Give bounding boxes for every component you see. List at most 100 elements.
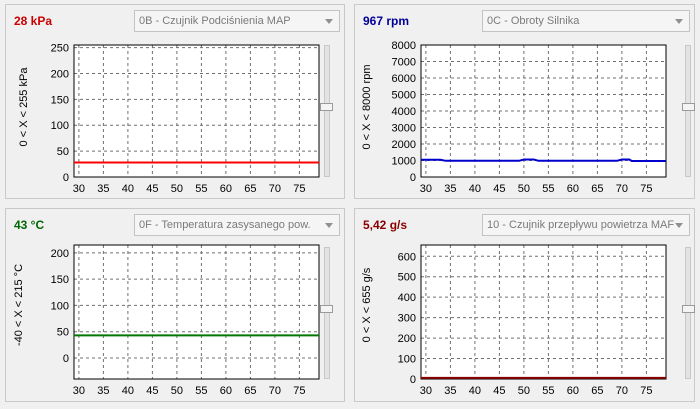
sensor-select-label: 0B - Czujnik Podciśnienia MAP xyxy=(139,15,291,27)
x-tick-label: 40 xyxy=(122,385,134,397)
range-label: -40 < X < 215 °C xyxy=(13,263,25,347)
panel-map: 28 kPa 0B - Czujnik Podciśnienia MAP 0 <… xyxy=(5,4,345,199)
current-value: 967 rpm xyxy=(363,14,410,28)
y-tick-label: 100 xyxy=(398,354,416,366)
y-tick-label: 50 xyxy=(57,146,69,158)
zoom-slider-thumb[interactable] xyxy=(320,305,333,313)
chevron-down-icon[interactable] xyxy=(675,19,683,24)
x-tick-label: 65 xyxy=(244,183,256,195)
x-tick-label: 55 xyxy=(195,385,207,397)
y-tick-label: 1000 xyxy=(392,156,416,168)
x-tick-label: 70 xyxy=(269,183,281,195)
zoom-slider-thumb[interactable] xyxy=(682,305,695,313)
x-tick-label: 35 xyxy=(97,183,109,195)
chevron-down-icon[interactable] xyxy=(325,19,333,24)
current-value: 5,42 g/s xyxy=(363,218,408,232)
x-tick-label: 75 xyxy=(640,183,652,195)
x-tick-label: 75 xyxy=(293,385,305,397)
graph: 30 35 40 45 50 55 60 65 70 75 0 100 200 300 400 500 600 xyxy=(398,244,667,397)
x-tick-label: 50 xyxy=(171,385,183,397)
x-tick-label: 35 xyxy=(97,385,109,397)
plot-area xyxy=(73,244,320,380)
x-tick-label: 30 xyxy=(420,385,432,397)
y-tick-label: 0 xyxy=(410,172,416,184)
graph: 30 35 40 45 50 55 60 65 70 75 0 50 100 150 200 250 xyxy=(51,43,320,195)
plot-border xyxy=(420,244,667,380)
sensor-select[interactable]: 10 - Czujnik przepływu powietrza MAF xyxy=(482,214,690,236)
x-tick-label: 55 xyxy=(195,183,207,195)
x-tick-label: 75 xyxy=(640,385,652,397)
x-tick-label: 55 xyxy=(542,385,554,397)
panel-maf: 5,42 g/s 10 - Czujnik przepływu powietrz… xyxy=(354,208,695,402)
x-tick-label: 65 xyxy=(591,183,603,195)
panel-rpm: 967 rpm 0C - Obroty Silnika 0 < X < 8000… xyxy=(354,4,695,199)
y-tick-label: 250 xyxy=(51,43,69,55)
sensor-select-label: 0F - Temperatura zasysanego pow. xyxy=(139,219,311,231)
y-tick-label: 5000 xyxy=(392,90,416,102)
sensor-select[interactable]: 0F - Temperatura zasysanego pow. xyxy=(134,214,340,236)
y-tick-label: 100 xyxy=(51,120,69,132)
x-tick-label: 55 xyxy=(542,183,554,195)
x-tick-label: 70 xyxy=(269,385,281,397)
zoom-slider-track[interactable] xyxy=(324,45,330,177)
y-tick-label: 7000 xyxy=(392,57,416,69)
y-tick-label: 0 xyxy=(63,353,69,365)
x-tick-label: 45 xyxy=(146,385,158,397)
x-tick-label: 60 xyxy=(220,183,232,195)
y-tick-label: 150 xyxy=(51,274,69,286)
x-tick-label: 65 xyxy=(591,385,603,397)
range-label: 0 < X < 8000 rpm xyxy=(361,64,373,150)
y-tick-label: 300 xyxy=(398,313,416,325)
y-tick-label: 600 xyxy=(398,251,416,263)
x-tick-label: 45 xyxy=(146,183,158,195)
panel-intake-temp: 43 °C 0F - Temperatura zasysanego pow. -… xyxy=(5,208,345,402)
y-tick-label: 6000 xyxy=(392,73,416,85)
x-tick-label: 75 xyxy=(293,183,305,195)
x-tick-label: 45 xyxy=(493,385,505,397)
zoom-slider-track[interactable] xyxy=(324,247,330,379)
y-tick-label: 400 xyxy=(398,292,416,304)
sensor-select[interactable]: 0C - Obroty Silnika xyxy=(482,10,690,32)
zoom-slider-track[interactable] xyxy=(685,247,691,379)
y-tick-label: 8000 xyxy=(392,41,416,52)
y-tick-label: 0 xyxy=(63,172,69,184)
plot-area xyxy=(73,44,320,178)
x-tick-label: 65 xyxy=(244,385,256,397)
x-tick-label: 30 xyxy=(420,183,432,195)
x-tick-label: 40 xyxy=(469,183,481,195)
zoom-slider-thumb[interactable] xyxy=(682,103,695,111)
range-label: 0 < X < 255 kPa xyxy=(18,67,30,147)
x-tick-label: 45 xyxy=(493,183,505,195)
x-tick-label: 30 xyxy=(73,183,85,195)
x-tick-label: 40 xyxy=(469,385,481,397)
y-tick-label: 200 xyxy=(398,333,416,345)
current-value: 28 kPa xyxy=(14,14,53,28)
graph: 30 35 40 45 50 55 60 65 70 75 0 1000 2000 3000 4000 500… xyxy=(392,41,667,195)
y-tick-label: 2000 xyxy=(392,139,416,151)
zoom-slider-track[interactable] xyxy=(685,45,691,177)
x-tick-label: 60 xyxy=(567,183,579,195)
range-label: 0 < X < 655 g/s xyxy=(361,267,373,343)
zoom-slider-thumb[interactable] xyxy=(320,103,333,111)
sensor-select-label: 0C - Obroty Silnika xyxy=(487,15,580,27)
x-tick-label: 70 xyxy=(616,183,628,195)
x-tick-label: 30 xyxy=(73,385,85,397)
plot-border xyxy=(73,44,320,178)
graph: 30 35 40 45 50 55 60 65 70 75 0 50 100 150 200 xyxy=(51,244,320,397)
x-tick-label: 35 xyxy=(444,183,456,195)
x-tick-label: 35 xyxy=(444,385,456,397)
y-tick-label: 3000 xyxy=(392,123,416,135)
x-tick-label: 70 xyxy=(616,385,628,397)
x-tick-label: 60 xyxy=(567,385,579,397)
y-tick-label: 150 xyxy=(51,94,69,106)
sensor-select-label: 10 - Czujnik przepływu powietrza MAF xyxy=(487,219,675,231)
chevron-down-icon[interactable] xyxy=(675,223,683,228)
x-tick-label: 50 xyxy=(518,385,530,397)
chevron-down-icon[interactable] xyxy=(325,223,333,228)
y-tick-label: 100 xyxy=(51,300,69,312)
plot-border xyxy=(420,44,667,178)
y-tick-label: 200 xyxy=(51,68,69,80)
x-tick-label: 50 xyxy=(518,183,530,195)
x-tick-label: 60 xyxy=(220,385,232,397)
sensor-select[interactable]: 0B - Czujnik Podciśnienia MAP xyxy=(134,10,340,32)
